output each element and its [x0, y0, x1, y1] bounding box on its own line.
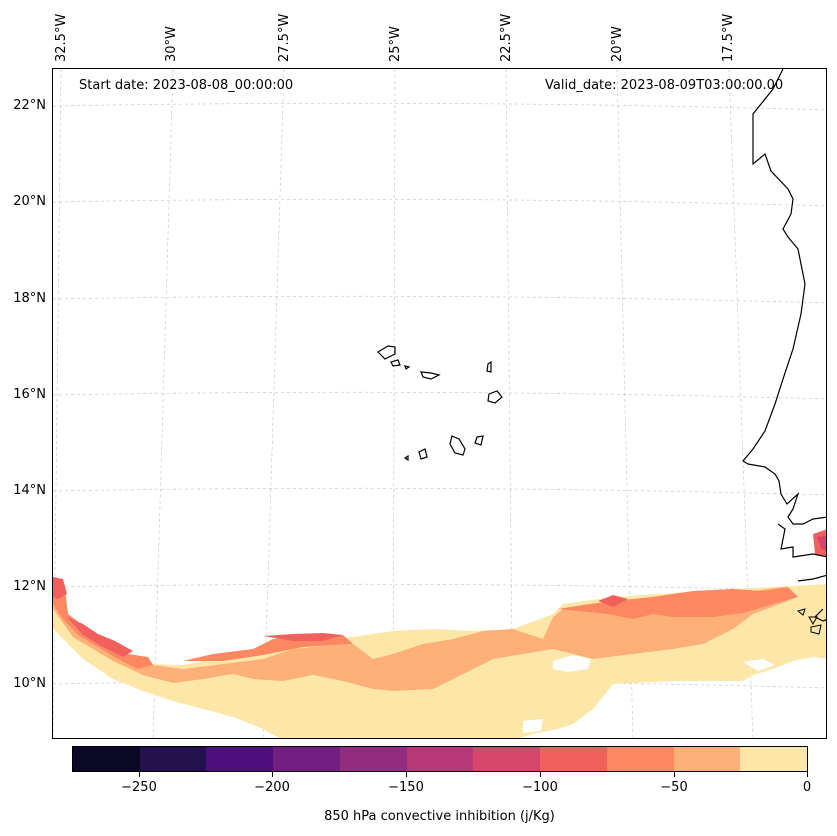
map-canvas: [53, 69, 826, 738]
coastlines: [377, 69, 826, 622]
colorbar-tick-neg50: [674, 772, 675, 777]
parallel-16n: [53, 391, 826, 400]
island-sao-nicolau: [420, 371, 441, 380]
meridian-25w: [392, 69, 396, 738]
colorbar-segment-8: [606, 747, 674, 771]
colorbar-segment-3: [273, 747, 340, 771]
lon-label-30w: 30°W: [164, 26, 179, 62]
colorbar-segment-1: [139, 747, 207, 771]
island-santiago: [449, 435, 466, 456]
cin-gap-3: [523, 719, 543, 733]
cin-fill-100-to-125: [817, 535, 826, 551]
lon-label-17-5w: 17.5°W: [721, 13, 736, 62]
colorbar-segment-4: [339, 747, 407, 771]
island-brava: [403, 454, 409, 462]
lat-label-18n: 18°N: [13, 291, 46, 306]
parallel-14n: [53, 487, 826, 496]
colorbar-label-neg200: −200: [254, 780, 290, 795]
colorbar-label-neg50: −50: [660, 780, 688, 795]
parallel-12n: [53, 583, 826, 592]
island-bissagos-1: [796, 608, 806, 616]
colorbar-tick-neg200: [272, 772, 273, 777]
valid-date-label: Valid_date: 2023-08-09T03:00:00.00: [545, 78, 784, 93]
island-sal: [486, 360, 492, 373]
colorbar-segment-10: [740, 747, 808, 771]
colorbar-segment-9: [673, 747, 741, 771]
colorbar-label-neg100: −100: [522, 780, 558, 795]
island-boa-vista: [487, 390, 503, 404]
colorbar-label-0: 0: [802, 780, 812, 795]
colorbar-tick-neg250: [139, 772, 140, 777]
lat-label-14n: 14°N: [13, 483, 46, 498]
island-fogo: [418, 448, 428, 460]
colorbar-segment-7: [540, 747, 607, 771]
island-santa-luzia: [404, 365, 411, 370]
cin-gap-1: [553, 655, 591, 672]
meridian-30w: [152, 69, 174, 738]
parallel-18n: [53, 295, 826, 304]
parallel-22n: [53, 102, 826, 111]
meridian-32-5w: [53, 69, 62, 738]
colorbar-segment-2: [206, 747, 274, 771]
colorbar-tick-0: [807, 772, 808, 777]
colorbar-tick-neg100: [540, 772, 541, 777]
colorbar-label-neg150: −150: [388, 780, 424, 795]
meridian-27-5w: [262, 69, 285, 738]
island-bissagos-3: [810, 624, 822, 635]
lat-label-22n: 22°N: [13, 98, 46, 113]
colorbar-label-neg250: −250: [121, 780, 157, 795]
lat-label-20n: 20°N: [13, 194, 46, 209]
island-sao-vicente: [390, 359, 401, 367]
lat-label-10n: 10°N: [13, 676, 46, 691]
lon-label-32-5w: 32.5°W: [54, 13, 69, 62]
meridian-22-5w: [505, 69, 514, 738]
cin-gap-2: [743, 659, 775, 671]
west-africa-coast: [742, 69, 826, 622]
colorbar: [72, 746, 808, 772]
lat-label-16n: 16°N: [13, 387, 46, 402]
lon-label-27-5w: 27.5°W: [277, 13, 292, 62]
map-panel: [52, 68, 827, 739]
bissagos-islands: [796, 608, 822, 635]
lon-label-20w: 20°W: [610, 26, 625, 62]
lat-label-12n: 12°N: [13, 579, 46, 594]
colorbar-title: 850 hPa convective inhibition (j/Kg): [324, 809, 555, 824]
island-maio: [474, 435, 484, 446]
colorbar-tick-neg150: [406, 772, 407, 777]
island-bissagos-2: [808, 616, 818, 626]
colorbar-segment-6: [473, 747, 541, 771]
island-santo-antao: [377, 345, 396, 360]
lon-label-25w: 25°W: [388, 26, 403, 62]
lon-label-22-5w: 22.5°W: [499, 13, 514, 62]
colorbar-segment-0: [73, 747, 140, 771]
colorbar-segment-5: [406, 747, 474, 771]
start-date-label: Start date: 2023-08-08_00:00:00: [79, 78, 294, 93]
